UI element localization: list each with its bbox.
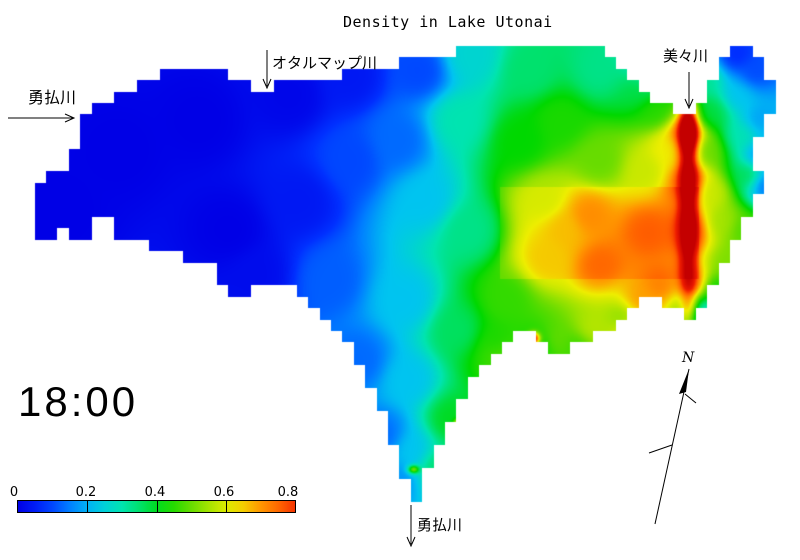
- colorbar-tick: [225, 501, 227, 512]
- colorbar-label-04: 0.4: [144, 485, 166, 500]
- colorbar-label-0: 0: [9, 485, 19, 500]
- colorbar-label-08: 0.8: [277, 485, 299, 500]
- colorbar-label-06: 0.6: [213, 485, 235, 500]
- density-colorbar: [17, 500, 296, 513]
- colorbar-tick: [156, 501, 158, 512]
- yufutsu-river-south-label: 勇払川: [417, 516, 463, 534]
- north-label: N: [682, 350, 695, 366]
- otarumappu-river-label: オタルマップ川: [272, 54, 378, 72]
- time-display: 18:00: [18, 378, 139, 425]
- yufutsu-river-west-label: 勇払川: [28, 88, 77, 107]
- colorbar-tick: [87, 501, 89, 512]
- bibi-river-label: 美々川: [663, 47, 709, 65]
- chart-title: Density in Lake Utonai: [343, 13, 553, 31]
- colorbar-label-02: 0.2: [75, 485, 97, 500]
